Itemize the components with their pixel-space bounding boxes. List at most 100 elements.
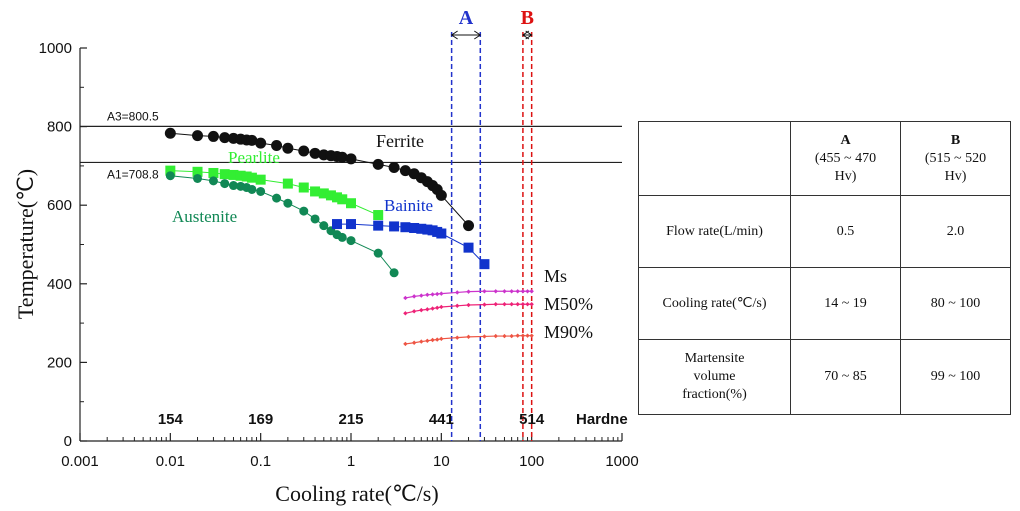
data-point [493, 333, 498, 339]
data-point [228, 169, 239, 180]
data-point [299, 206, 309, 216]
data-point [346, 198, 356, 209]
header-a-hardness: (455 ~ 470 [814, 150, 877, 166]
data-point [298, 182, 309, 193]
hardness-value: 154 [158, 411, 184, 428]
data-point [256, 186, 266, 196]
data-point [165, 165, 176, 176]
data-point [525, 289, 530, 294]
critical-line-label: A3=800.5 [107, 109, 159, 123]
row-value-a: 14 ~ 19 [790, 267, 901, 340]
row-value-b: 99 ~ 100 [900, 339, 1011, 415]
data-point [208, 167, 219, 178]
chart-axes: 0 200 400 600 800 1000 0.001 0.01 0.1 1 10 100 1000 C… [13, 40, 639, 506]
chart-series [164, 127, 534, 347]
data-point [482, 302, 487, 307]
data-point [271, 139, 283, 151]
data-point [409, 222, 420, 233]
data-point [439, 291, 444, 296]
data-point [466, 289, 471, 294]
y-tick-label: 800 [47, 119, 72, 136]
row-label-line: Martensite [684, 351, 745, 366]
x-tick-label: 0.001 [61, 453, 99, 470]
data-point [525, 333, 530, 338]
data-point [219, 132, 231, 144]
data-point [435, 189, 447, 201]
data-point [389, 221, 400, 232]
header-b-unit: Hv) [944, 168, 967, 184]
data-point [411, 340, 417, 345]
data-point [529, 289, 534, 294]
data-point [346, 236, 356, 246]
y-axis-label: Temperature(℃) [13, 169, 38, 319]
data-point [272, 193, 282, 203]
row-label: Cooling rate(℃/s) [638, 267, 791, 340]
series-label: M90% [544, 322, 593, 342]
data-point [515, 289, 520, 294]
y-tick-label: 0 [64, 433, 72, 450]
header-cell-a: A (455 ~ 470 Hv) [790, 121, 901, 196]
x-tick-label: 100 [519, 453, 544, 470]
row-value-b: 2.0 [900, 195, 1011, 268]
data-point [310, 186, 321, 197]
data-point [482, 334, 487, 339]
data-point [509, 289, 514, 294]
region-label: B [521, 7, 534, 29]
series-label: M50% [544, 294, 593, 314]
data-point [482, 289, 487, 294]
y-tick-label: 1000 [39, 40, 72, 57]
data-point [310, 214, 320, 224]
data-point [346, 219, 356, 230]
row-value-a: 0.5 [790, 195, 901, 268]
data-point [389, 268, 399, 278]
data-point [235, 170, 246, 181]
arrowhead-left [450, 30, 458, 40]
data-point [455, 335, 460, 340]
data-point [325, 190, 336, 201]
data-point [193, 173, 203, 183]
data-point [255, 137, 267, 149]
row-label: Flow rate(L/min) [638, 195, 791, 268]
table-row: Martensite volume fraction(%) 70 ~ 85 99… [638, 339, 1011, 415]
data-point [529, 333, 534, 338]
region-label: A [459, 7, 474, 29]
data-point [207, 130, 219, 142]
data-point [400, 222, 411, 233]
critical-line-label: A1=708.8 [107, 167, 159, 181]
data-point [419, 307, 424, 313]
table-corner-cell [638, 121, 791, 196]
y-tick-label: 600 [47, 197, 72, 214]
data-point [502, 302, 507, 307]
data-point [416, 223, 427, 234]
chart-labels: 154 169 215 441 514 Hardne Ferrite Pearlite Aust… [158, 131, 628, 428]
series-label: Bainite [384, 196, 433, 215]
data-point [529, 302, 534, 307]
process-table: A (455 ~ 470 Hv) B (515 ~ 520 Hv) Flow r… [638, 121, 1011, 415]
data-point [525, 302, 530, 307]
data-point [455, 303, 460, 309]
data-point [372, 158, 384, 170]
data-point [515, 333, 520, 338]
arrowhead-right [474, 30, 482, 40]
data-point [282, 142, 294, 154]
cct-chart: 0 200 400 600 800 1000 0.001 0.01 0.1 1 10 100 1000 C… [13, 7, 639, 506]
data-point [246, 134, 258, 146]
data-point [403, 341, 408, 347]
data-point [309, 147, 321, 159]
data-point [430, 306, 435, 311]
data-point [436, 228, 447, 239]
data-point [373, 248, 383, 258]
data-point [399, 165, 411, 177]
header-a-unit: Hv) [834, 168, 857, 184]
hardness-label: Hardne [576, 411, 628, 428]
data-point [283, 198, 293, 208]
hardness-value: 215 [338, 411, 363, 428]
table-row: Flow rate(L/min) 0.5 2.0 [638, 195, 1011, 268]
data-point [337, 232, 347, 242]
data-point [246, 172, 257, 183]
hardness-value: 441 [429, 411, 454, 428]
header-a-label: A [840, 132, 851, 148]
data-point [373, 210, 384, 221]
data-point [430, 292, 435, 297]
series-label: Ferrite [376, 131, 424, 151]
